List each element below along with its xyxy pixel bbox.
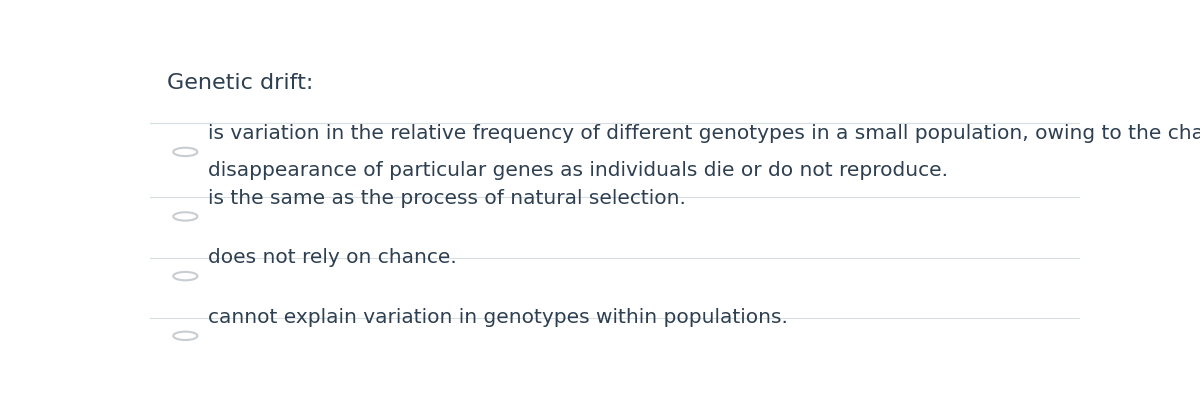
- Text: is the same as the process of natural selection.: is the same as the process of natural se…: [208, 189, 685, 207]
- Text: Genetic drift:: Genetic drift:: [167, 73, 313, 93]
- Text: cannot explain variation in genotypes within populations.: cannot explain variation in genotypes wi…: [208, 308, 787, 327]
- Text: disappearance of particular genes as individuals die or do not reproduce.: disappearance of particular genes as ind…: [208, 161, 948, 180]
- Text: is variation in the relative frequency of different genotypes in a small populat: is variation in the relative frequency o…: [208, 124, 1200, 143]
- Text: does not rely on chance.: does not rely on chance.: [208, 248, 456, 267]
